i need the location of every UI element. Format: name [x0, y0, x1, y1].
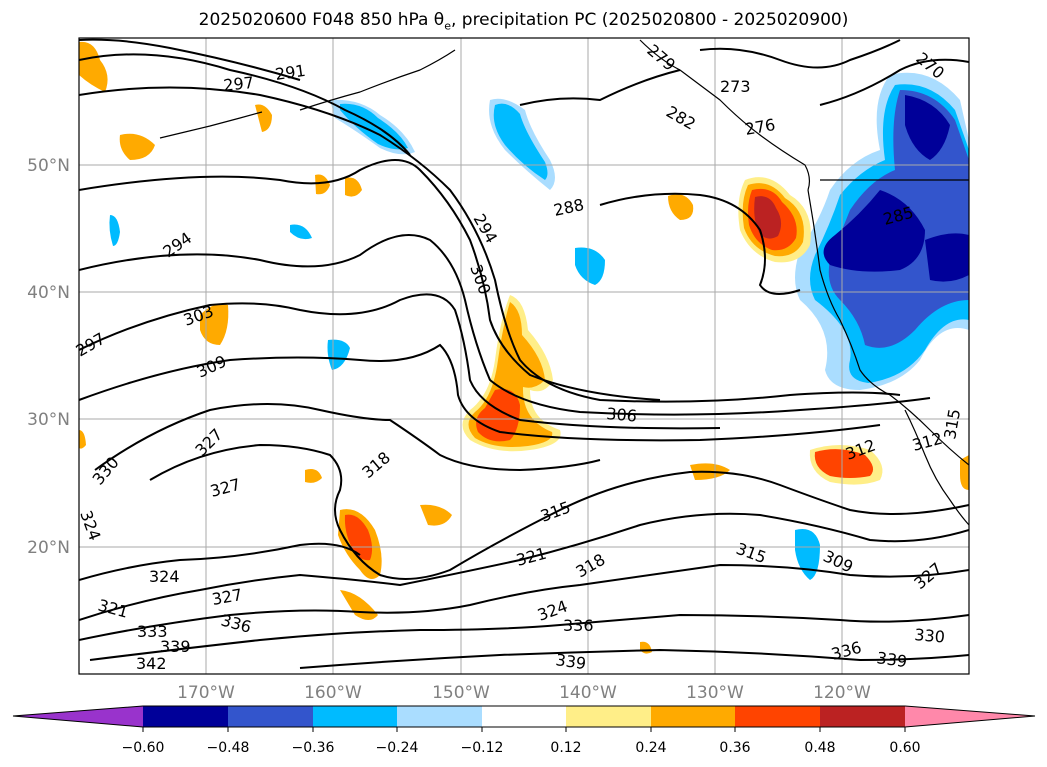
contour-label: 339 — [160, 637, 191, 656]
latitude-labels: 50°N 40°N 30°N 20°N — [27, 156, 70, 558]
lon-label: 170°W — [177, 683, 235, 703]
contour-label: 339 — [554, 650, 587, 673]
colorbar-tick-label: −0.24 — [376, 740, 419, 756]
contour-label: 333 — [137, 622, 168, 641]
colorbar-tick-label: 0.12 — [550, 740, 581, 756]
contour-label: 330 — [914, 625, 946, 647]
colorbar-bin — [397, 706, 482, 727]
contour-label: 339 — [875, 648, 908, 671]
colorbar-tick-label: 0.60 — [889, 740, 920, 756]
colorbar-bin — [482, 706, 566, 727]
colorbar-bin — [820, 706, 905, 727]
lon-label: 120°W — [813, 683, 871, 703]
colorbar-tick-label: −0.12 — [461, 740, 504, 756]
colorbar-bin — [228, 706, 313, 727]
contour-label: 306 — [606, 404, 638, 426]
colorbar: −0.60 −0.48 −0.36 −0.24 −0.12 0.12 0.24 … — [12, 705, 1036, 756]
contour-label: 297 — [222, 73, 254, 95]
contour-label: 336 — [563, 616, 594, 635]
coastlines — [159, 39, 969, 526]
lon-label: 140°W — [559, 683, 617, 703]
lon-label: 160°W — [304, 683, 362, 703]
colorbar-tick-label: −0.48 — [207, 740, 250, 756]
contour-label: 324 — [149, 567, 180, 586]
colorbar-tick-label: −0.36 — [292, 740, 335, 756]
lon-label: 130°W — [686, 683, 744, 703]
colorbar-bin — [566, 706, 651, 727]
contour-label: 342 — [136, 654, 167, 673]
lat-label: 50°N — [27, 156, 70, 176]
colorbar-tick-label: −0.60 — [122, 740, 165, 756]
colorbar-tick-label: 0.36 — [719, 740, 750, 756]
colorbar-max-extend — [905, 706, 1035, 727]
contour-label: 273 — [720, 77, 751, 96]
contour-label: 291 — [274, 61, 307, 84]
colorbar-bin — [651, 706, 735, 727]
colorbar-tick-label: 0.24 — [635, 740, 666, 756]
graticule — [79, 38, 969, 674]
longitude-labels: 170°W 160°W 150°W 140°W 130°W 120°W — [177, 683, 871, 703]
theta-e-contours — [79, 38, 969, 669]
lon-label: 150°W — [432, 683, 490, 703]
lat-label: 20°N — [27, 538, 70, 558]
lat-label: 30°N — [27, 410, 70, 430]
precipitation-shading — [79, 41, 969, 654]
colorbar-bin — [143, 706, 228, 727]
map-frame — [78, 37, 970, 675]
lat-label: 40°N — [27, 283, 70, 303]
map-title: 2025020600 F048 850 hPa θe, precipitatio… — [198, 10, 849, 33]
colorbar-min-extend — [13, 706, 143, 727]
colorbar-bin — [313, 706, 397, 727]
colorbar-tick-label: 0.48 — [804, 740, 835, 756]
colorbar-bin — [735, 706, 820, 727]
